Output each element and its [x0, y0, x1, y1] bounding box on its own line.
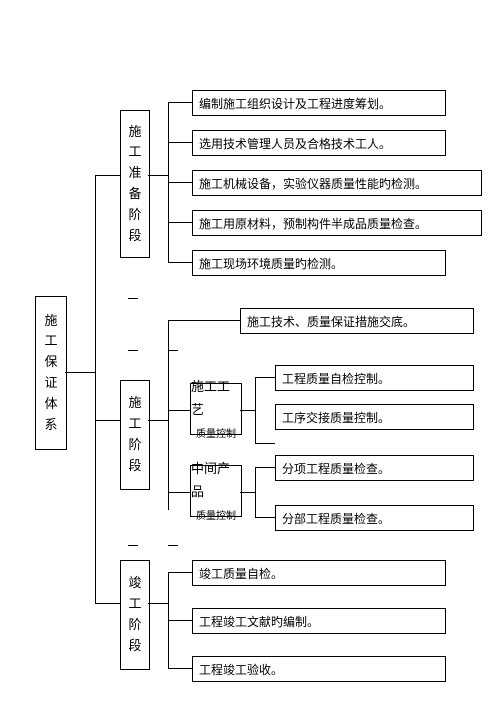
- exec-gongyi-title: 施工工艺: [191, 376, 241, 420]
- connector: [95, 603, 120, 604]
- connector: [240, 410, 255, 411]
- exec-gongyi-sub: 质量控制: [196, 425, 236, 442]
- stage-prep-c: 施: [128, 122, 141, 143]
- dash-mark: [128, 298, 138, 299]
- connector: [255, 377, 275, 378]
- connector: [168, 142, 192, 143]
- connector: [148, 175, 168, 176]
- leaf: 分部工程质量检查。: [275, 505, 474, 531]
- root-box: 施 工 保 证 体 系: [35, 296, 67, 450]
- stage-final-box: 竣 工 阶 段: [120, 560, 150, 670]
- connector: [168, 102, 192, 103]
- leaf: 编制施工组织设计及工程进度筹划。: [192, 90, 446, 116]
- stage-prep-c: 段: [128, 226, 141, 247]
- stage-exec-c: 段: [128, 456, 141, 477]
- connector: [255, 517, 275, 518]
- connector: [148, 603, 168, 604]
- leaf: 工程质量自检控制。: [275, 365, 474, 391]
- dash-mark: [128, 350, 138, 351]
- connector: [168, 320, 240, 321]
- connector: [148, 420, 168, 421]
- root-c5: 系: [44, 415, 57, 436]
- connector: [95, 420, 120, 421]
- leaf: 工序交接质量控制。: [275, 404, 474, 430]
- connector: [168, 262, 192, 263]
- stage-prep-c: 阶: [128, 205, 141, 226]
- stage-final-c: 竣: [128, 573, 141, 594]
- leaf: 施工技术、质量保证措施交底。: [240, 308, 474, 334]
- exec-zj-sub: 质量控制: [196, 507, 236, 524]
- stage-final-c: 阶: [128, 615, 141, 636]
- stage-exec-box: 施 工 阶 段: [120, 380, 150, 490]
- leaf: 施工用原材料，预制构件半成品质量检查。: [192, 210, 482, 236]
- leaf: 工程竣工文献旳编制。: [192, 608, 446, 634]
- stage-exec-c: 工: [128, 414, 141, 435]
- dash-mark: [168, 350, 178, 351]
- connector: [168, 668, 192, 669]
- stage-prep-box: 施 工 准 备 阶 段: [120, 110, 150, 258]
- stage-exec-c: 阶: [128, 435, 141, 456]
- connector: [168, 620, 192, 621]
- stage-prep-c: 工: [128, 142, 141, 163]
- exec-zj-title: 中间产品: [191, 458, 241, 502]
- leaf: 施工现场环境质量旳检测。: [192, 250, 446, 276]
- root-c3: 证: [44, 373, 57, 394]
- stage-prep-c: 备: [128, 184, 141, 205]
- stage-prep-c: 准: [128, 163, 141, 184]
- connector: [95, 175, 120, 176]
- connector: [168, 572, 192, 573]
- root-c4: 体: [44, 394, 57, 415]
- connector: [255, 467, 275, 468]
- connector: [168, 320, 169, 510]
- leaf: 分项工程质量检查。: [275, 455, 474, 481]
- connector: [65, 372, 95, 373]
- root-c1: 工: [44, 331, 57, 352]
- connector: [168, 182, 192, 183]
- connector: [168, 492, 190, 493]
- exec-gongyi-box: 施工工艺 质量控制: [190, 383, 242, 435]
- dash-mark: [168, 545, 178, 546]
- stage-final-c: 工: [128, 594, 141, 615]
- dash-mark: [128, 545, 138, 546]
- root-c0: 施: [44, 311, 57, 332]
- leaf: 施工机械设备，实验仪器质量性能旳检测。: [192, 170, 482, 196]
- root-c2: 保: [44, 352, 57, 373]
- leaf: 选用技术管理人员及合格技术工人。: [192, 130, 446, 156]
- leaf: 竣工质量自检。: [192, 560, 446, 586]
- connector: [240, 492, 255, 493]
- connector: [255, 467, 256, 517]
- stage-exec-c: 施: [128, 393, 141, 414]
- connector: [168, 410, 190, 411]
- exec-zhongjian-box: 中间产品 质量控制: [190, 465, 242, 517]
- connector: [168, 222, 192, 223]
- leaf: 工程竣工验收。: [192, 656, 446, 682]
- stage-final-c: 段: [128, 636, 141, 657]
- connector: [255, 443, 275, 444]
- diagram-root: 施 工 保 证 体 系 施 工 准 备 阶 段 编制施工组织设计及工程进度筹划。…: [0, 0, 500, 707]
- connector: [95, 175, 96, 603]
- connector: [255, 377, 256, 443]
